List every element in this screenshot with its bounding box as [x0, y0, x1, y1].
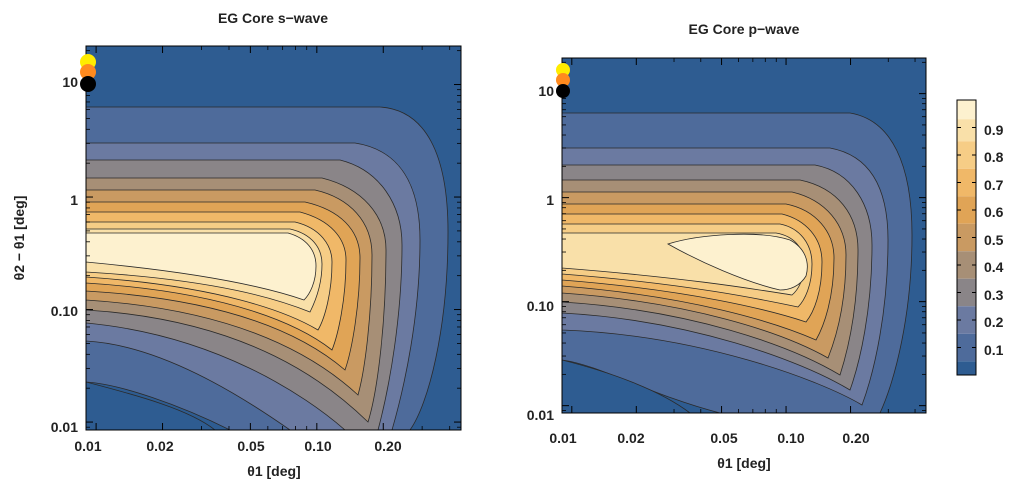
chart-title-s-wave: EG Core s−wave	[218, 10, 328, 26]
colorbar-label: 0.1	[984, 342, 1004, 358]
y-tick-label: 10	[538, 83, 554, 99]
marker-yellow	[556, 63, 570, 77]
colorbar-swatch	[957, 119, 976, 142]
x-axis-label: θ1 [deg]	[717, 455, 770, 471]
colorbar-swatch	[957, 251, 976, 279]
plot-frame-p-wave	[561, 57, 927, 414]
colorbar-swatch	[957, 168, 976, 197]
marker-orange	[80, 64, 96, 80]
chart-s-wave: EG Core s−wave 10 1 0.10 0.01 0.01	[11, 10, 462, 479]
y-tick-label: 0.10	[51, 303, 78, 319]
colorbar-swatch	[957, 278, 976, 307]
x-tick-label: 0.10	[777, 430, 804, 446]
colorbar-label: 0.5	[984, 232, 1004, 248]
y-tick-label: 1	[546, 192, 554, 208]
axis-ticks-p-wave	[562, 58, 926, 413]
markers-s-wave	[80, 54, 96, 92]
x-tick-label: 0.05	[237, 438, 264, 454]
y-tick-label: 0.01	[51, 419, 78, 435]
colorbar-label: 0.7	[984, 177, 1004, 193]
contour-band-peak	[666, 233, 808, 291]
colorbar-label: 0.2	[984, 314, 1004, 330]
y-tick-label: 0.01	[527, 407, 554, 423]
colorbar-swatch	[957, 306, 976, 334]
axis-ticks-s-wave	[86, 46, 461, 430]
x-tick-label: 0.02	[617, 430, 644, 446]
colorbar-label: 0.3	[984, 287, 1004, 303]
colorbar-swatch	[957, 196, 976, 224]
chart-p-wave: EG Core p−wave 10 1 0.10 0.01 0.01 0.02	[527, 21, 927, 471]
colorbar-swatch	[957, 361, 976, 375]
markers-p-wave	[556, 63, 570, 98]
x-tick-label: 0.20	[842, 430, 869, 446]
colorbar-label: 0.6	[984, 204, 1004, 220]
contour-field-p-wave	[562, 58, 926, 413]
y-axis-label: θ2 − θ1 [deg]	[11, 196, 27, 281]
marker-orange	[556, 73, 570, 87]
x-tick-label: 0.10	[304, 438, 331, 454]
y-tick-label: 1	[70, 192, 78, 208]
x-tick-label: 0.20	[374, 438, 401, 454]
y-tick-label: 10	[62, 74, 78, 90]
colorbar-swatch	[957, 333, 976, 362]
colorbar-swatch	[957, 100, 976, 120]
contour-band-peak	[86, 232, 317, 301]
marker-black	[556, 84, 570, 98]
colorbar-label: 0.9	[984, 122, 1004, 138]
colorbar-label: 0.8	[984, 149, 1004, 165]
plot-frame-s-wave	[85, 45, 462, 431]
marker-black	[80, 76, 96, 92]
colorbar-swatches	[957, 100, 976, 375]
contour-field-s-wave	[86, 46, 461, 430]
x-tick-label: 0.05	[710, 430, 737, 446]
x-axis-label: θ1 [deg]	[247, 463, 300, 479]
y-tick-label: 0.10	[527, 298, 554, 314]
colorbar: 0.9 0.8 0.7 0.6 0.5 0.4 0.3 0.2 0.1	[956, 99, 1004, 376]
x-tick-label: 0.01	[549, 430, 576, 446]
colorbar-swatch	[957, 141, 976, 169]
colorbar-label: 0.4	[984, 259, 1004, 275]
colorbar-ticks	[957, 127, 976, 348]
x-tick-label: 0.02	[146, 438, 173, 454]
colorbar-swatch	[957, 223, 976, 252]
x-tick-label: 0.01	[74, 438, 101, 454]
chart-title-p-wave: EG Core p−wave	[689, 21, 800, 37]
